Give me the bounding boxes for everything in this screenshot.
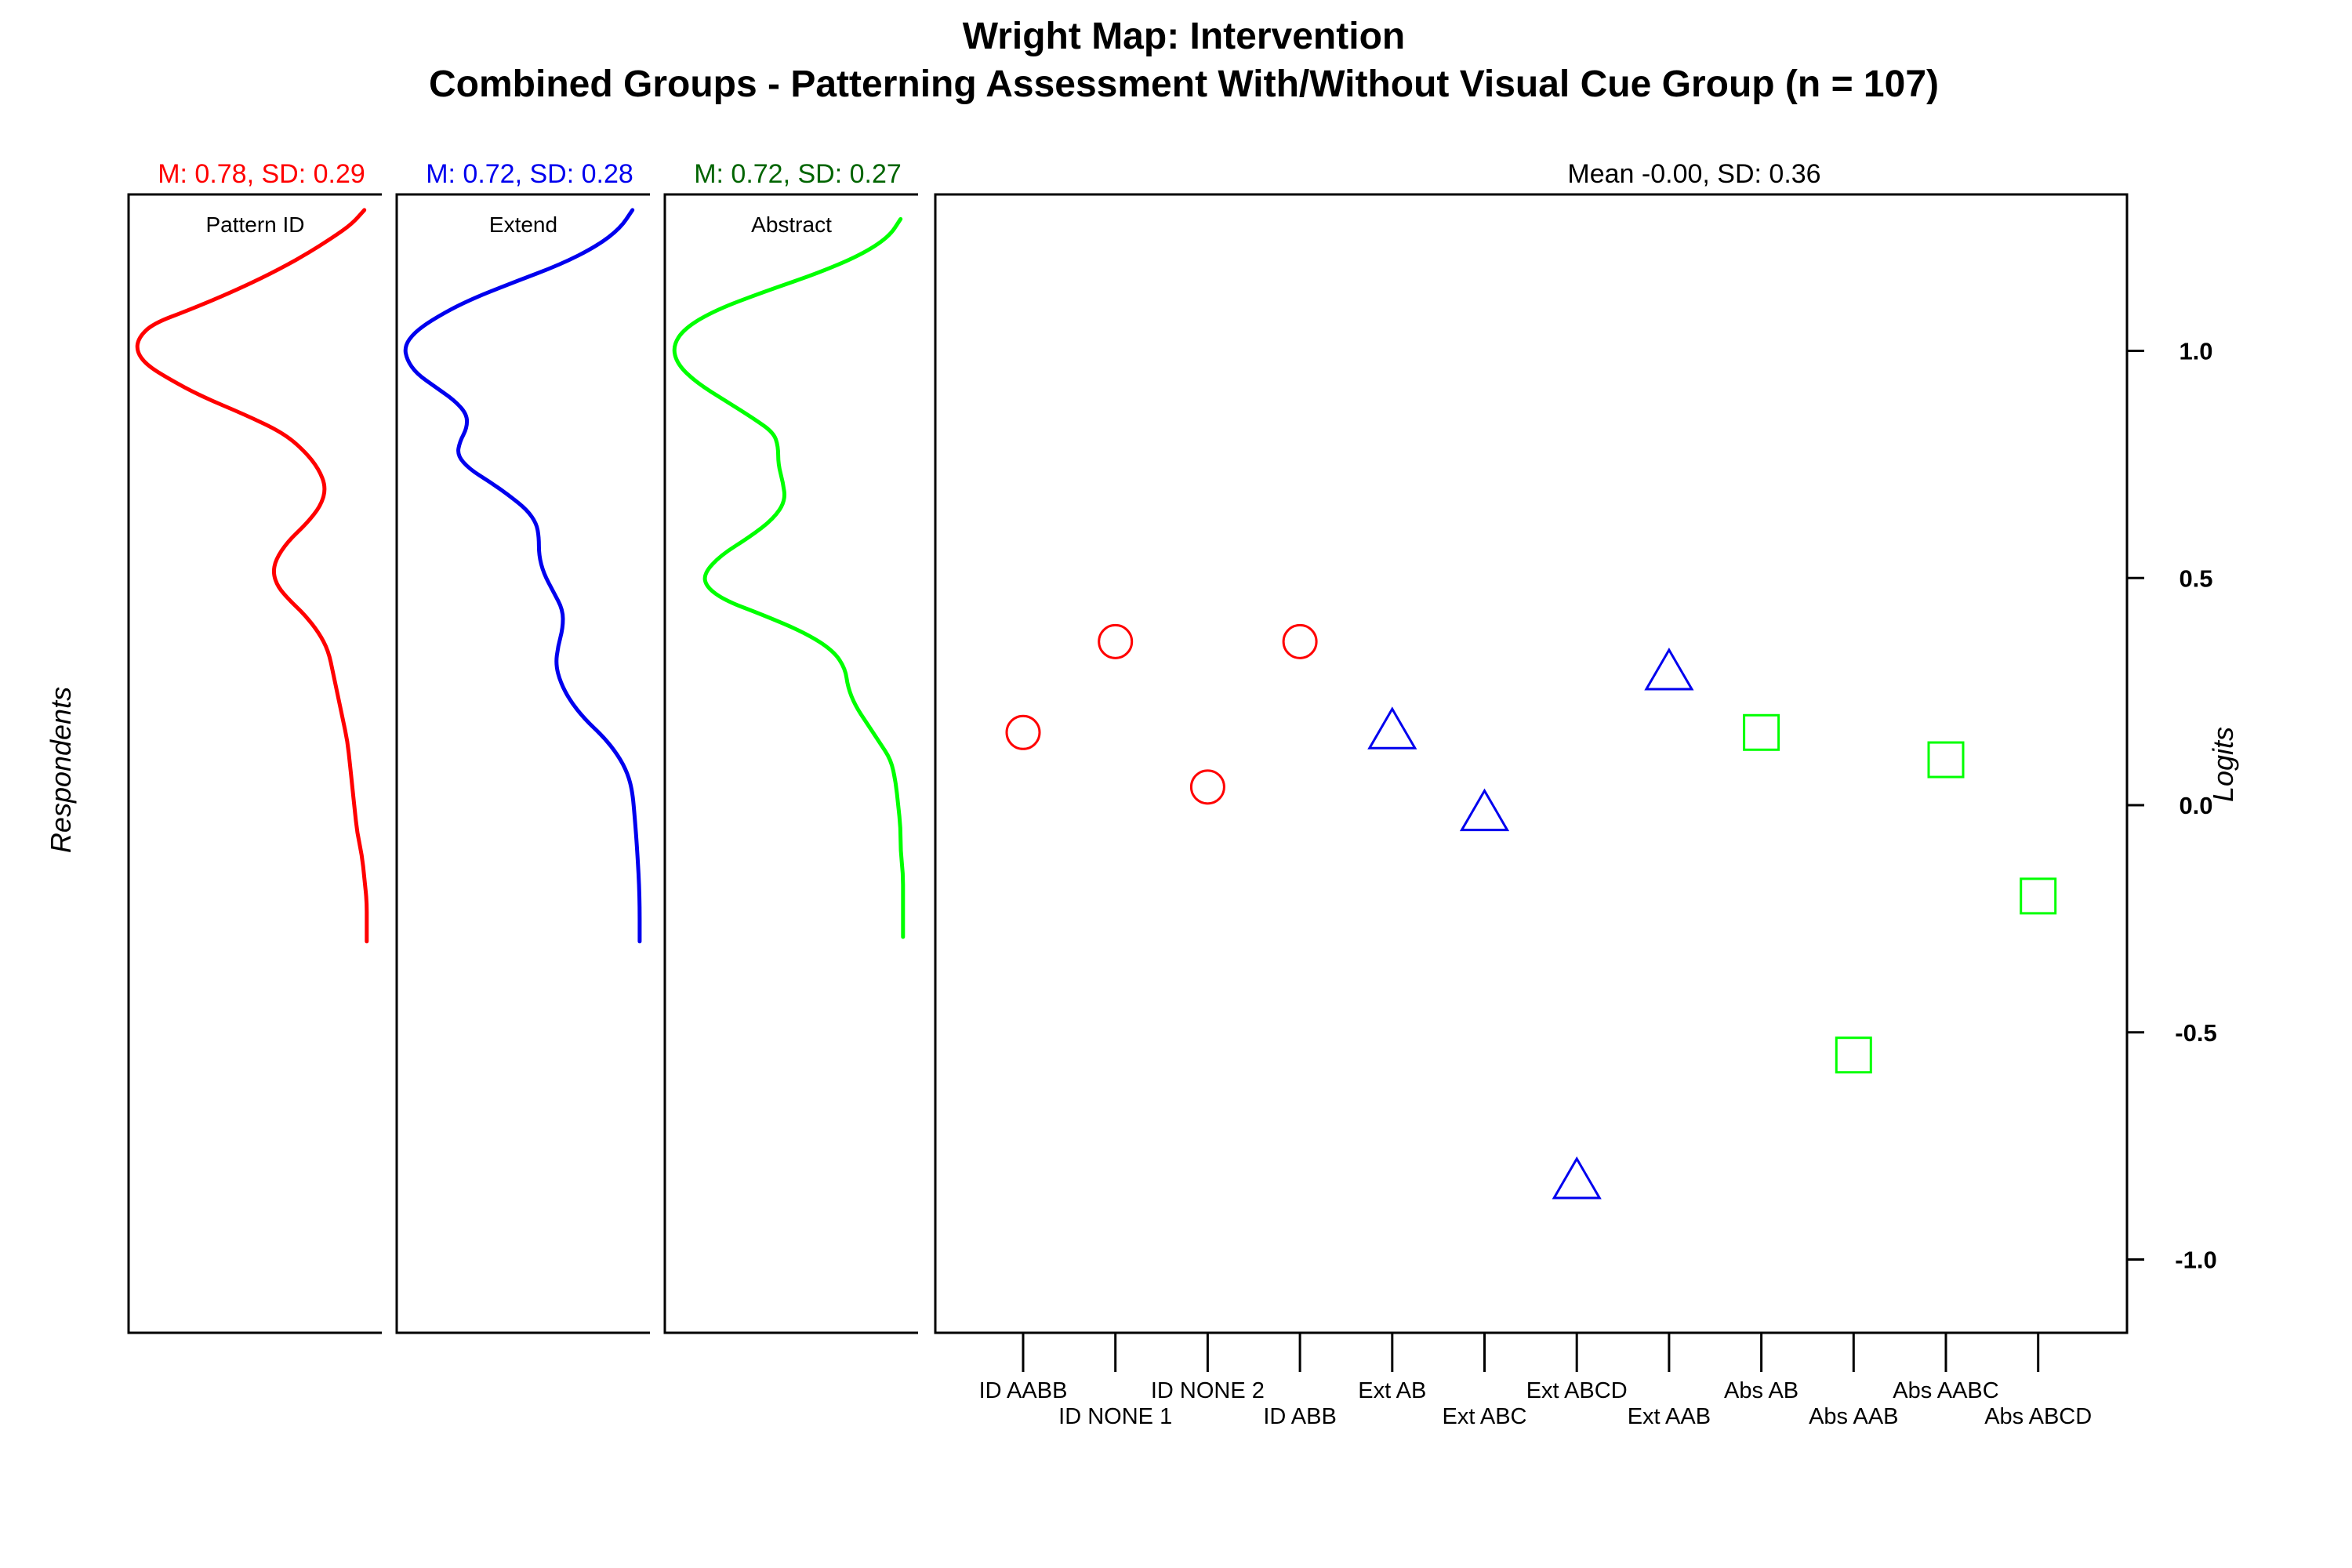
x-tick-label: Ext AAB [1628,1404,1711,1429]
y-tick-label: -0.5 [2175,1019,2216,1047]
density-panel-abstract: M: 0.72, SD: 0.27 Abstract [663,159,918,1334]
x-tick-label: ID AABB [979,1378,1068,1403]
chart-title: Wright Map: Intervention [963,16,1405,57]
chart-subtitle: Combined Groups - Patterning Assessment … [429,64,1939,105]
item-marker-circle [1189,769,1225,805]
logit-axis: 1.0 0.5 0.0 -0.5 -1.0 [2127,338,2217,1274]
x-tick-label: Ext AB [1358,1378,1426,1403]
item-marker-circle [1282,623,1318,659]
density-panels: M: 0.78, SD: 0.29 Pattern ID M: 0.72, SD: … [127,159,918,1334]
y-tick-label: 0.5 [2179,564,2212,592]
density-panel-extend: M: 0.72, SD: 0.28 Extend [395,159,650,1334]
density-curve [672,216,906,939]
density-curve [403,208,642,944]
item-marker-triangle [1459,788,1510,832]
item-plot-frame [934,193,2129,1334]
x-tick-label: Abs ABCD [1984,1404,2092,1429]
panel-frame [127,193,382,1334]
item-marker-square [1927,741,1965,779]
x-tick-label: ID NONE 1 [1058,1404,1172,1429]
panel-frame [395,193,650,1334]
x-tick-label: Ext ABCD [1526,1378,1628,1403]
x-tick-label: Abs AABC [1893,1378,1998,1403]
panel-frame [663,193,918,1334]
item-mean-sd-label: Mean -0.00, SD: 0.36 [1567,159,1820,189]
y-tick-label: -1.0 [2175,1247,2216,1274]
item-marker-triangle [1552,1156,1602,1200]
y-tick-label: 0.0 [2179,792,2212,819]
x-tick-label: Abs AB [1724,1378,1798,1403]
density-curve [135,208,369,944]
panel-stat-label: M: 0.72, SD: 0.27 [694,159,902,189]
panel-stat-label: M: 0.72, SD: 0.28 [426,159,633,189]
item-marker-triangle [1367,706,1417,750]
density-panel-pattern-id: M: 0.78, SD: 0.29 Pattern ID [127,159,382,1334]
respondents-axis-label: Respondents [45,687,77,853]
panel-stat-label: M: 0.78, SD: 0.29 [158,159,365,189]
x-tick-label: ID ABB [1263,1404,1337,1429]
item-marker-square [2020,877,2057,915]
x-tick-label: Abs AAB [1809,1404,1898,1429]
item-marker-circle [1005,714,1041,750]
panel-name-label: Abstract [751,212,832,237]
logits-axis-label: Logits [2207,727,2239,802]
y-tick-label: 1.0 [2179,338,2212,365]
panel-name-label: Extend [489,212,557,237]
item-marker-square [1835,1036,1872,1074]
x-tick-label: ID NONE 2 [1151,1378,1265,1403]
item-marker-circle [1098,623,1134,659]
item-marker-triangle [1644,647,1694,691]
item-marker-square [1743,713,1780,751]
x-tick-label: Ext ABC [1443,1404,1527,1429]
panel-name-label: Pattern ID [205,212,304,237]
item-markers [1005,623,2057,1200]
